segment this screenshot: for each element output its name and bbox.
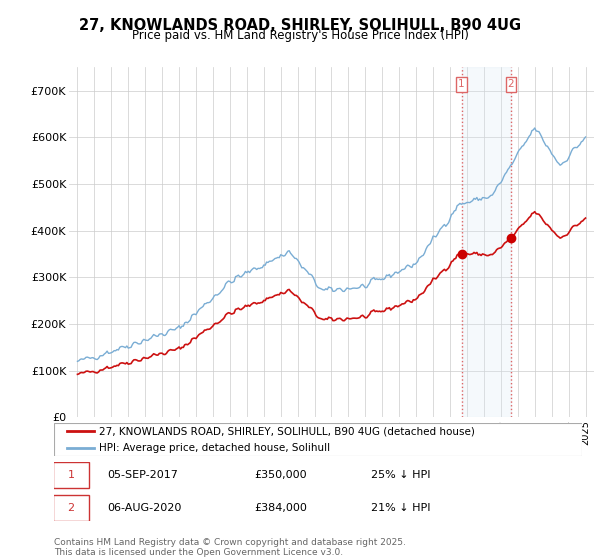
Text: 2: 2 (67, 503, 74, 513)
Text: 1: 1 (67, 470, 74, 480)
Bar (461, 67, 511, 417)
Text: £350,000: £350,000 (254, 470, 307, 480)
Text: 05-SEP-2017: 05-SEP-2017 (107, 470, 178, 480)
Text: 21% ↓ HPI: 21% ↓ HPI (371, 503, 430, 513)
FancyBboxPatch shape (54, 423, 582, 456)
FancyBboxPatch shape (53, 495, 89, 521)
Text: 2: 2 (508, 80, 514, 90)
Text: £384,000: £384,000 (254, 503, 308, 513)
Text: 1: 1 (458, 80, 465, 90)
Text: 27, KNOWLANDS ROAD, SHIRLEY, SOLIHULL, B90 4UG (detached house): 27, KNOWLANDS ROAD, SHIRLEY, SOLIHULL, B… (99, 426, 475, 436)
Text: Contains HM Land Registry data © Crown copyright and database right 2025.
This d: Contains HM Land Registry data © Crown c… (54, 538, 406, 557)
Text: HPI: Average price, detached house, Solihull: HPI: Average price, detached house, Soli… (99, 443, 330, 453)
Text: 27, KNOWLANDS ROAD, SHIRLEY, SOLIHULL, B90 4UG: 27, KNOWLANDS ROAD, SHIRLEY, SOLIHULL, B… (79, 18, 521, 33)
Text: 25% ↓ HPI: 25% ↓ HPI (371, 470, 430, 480)
FancyBboxPatch shape (53, 462, 89, 488)
Text: Price paid vs. HM Land Registry's House Price Index (HPI): Price paid vs. HM Land Registry's House … (131, 29, 469, 42)
Text: 06-AUG-2020: 06-AUG-2020 (107, 503, 181, 513)
